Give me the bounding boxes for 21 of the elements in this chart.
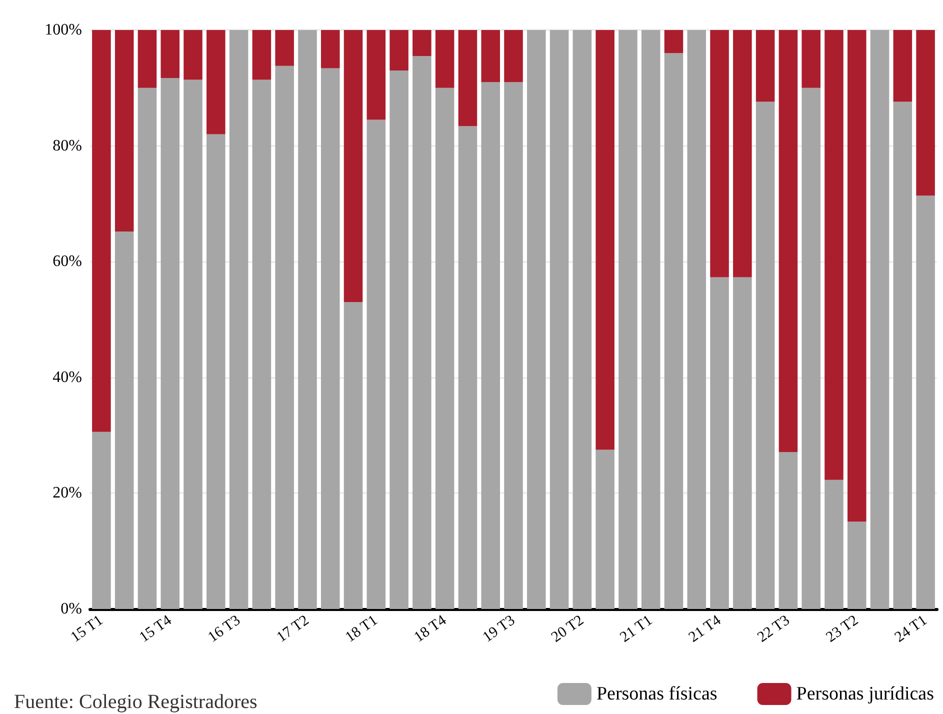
x-tick-label: 18 T4 bbox=[411, 612, 450, 646]
x-tick-label: 21 T1 bbox=[617, 612, 656, 646]
y-tick-label: 100% bbox=[44, 22, 82, 38]
x-tick-label: 19 T3 bbox=[480, 612, 518, 646]
x-tick-label: 21 T4 bbox=[686, 612, 725, 646]
x-tick-label: 22 T3 bbox=[754, 612, 793, 646]
y-tick-label: 60% bbox=[52, 253, 82, 270]
x-tick-label: 18 T1 bbox=[342, 612, 381, 646]
y-tick-label: 80% bbox=[52, 137, 82, 154]
x-tick-label: 23 T2 bbox=[823, 612, 862, 646]
x-tick-label: 15 T4 bbox=[136, 612, 176, 646]
legend-label: Personas físicas bbox=[596, 684, 718, 704]
source-note: Fuente: Colegio Registradores bbox=[14, 691, 258, 713]
x-tick-label: 20 T2 bbox=[548, 612, 587, 646]
x-tick-label: 16 T3 bbox=[205, 612, 244, 646]
y-tick-label: 40% bbox=[52, 368, 82, 386]
x-tick-label: 24 T1 bbox=[892, 612, 930, 646]
y-tick-label: 0% bbox=[60, 600, 82, 618]
y-tick-label: 20% bbox=[52, 484, 82, 502]
x-tick-label: 17 T2 bbox=[274, 612, 312, 646]
legend-label: Personas jurídicas bbox=[796, 684, 934, 704]
